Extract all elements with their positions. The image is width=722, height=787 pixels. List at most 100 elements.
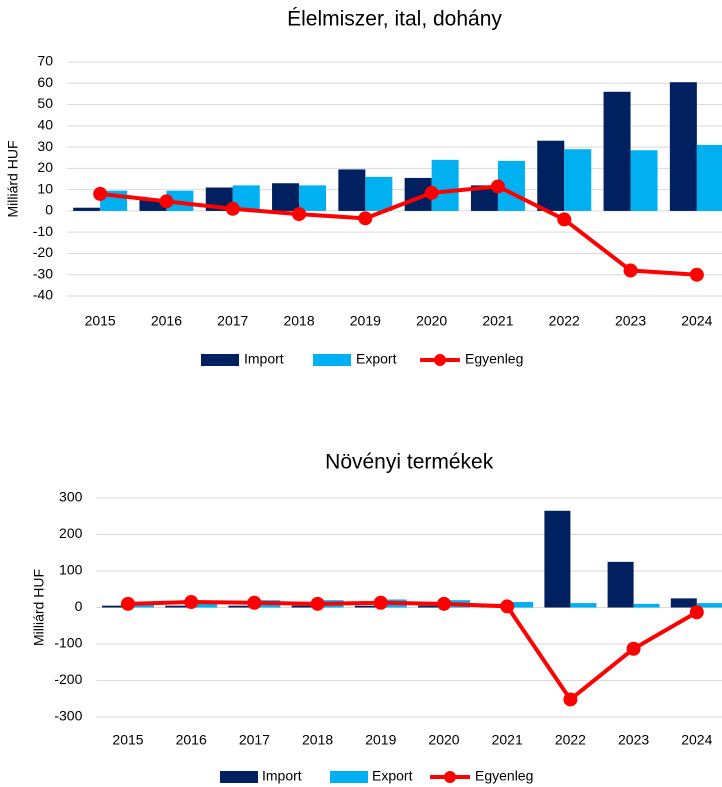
legend-label: Export [356,351,397,367]
chart-title: Élelmiszer, ital, dohány [287,8,502,31]
bar [564,149,592,211]
bar [537,140,565,211]
y-tick-label: 0 [75,598,83,614]
legend-label: Egyenleg [465,351,523,367]
bar [73,207,101,211]
bar [607,561,634,608]
bar [507,602,534,608]
y-tick-label: -40 [33,287,53,303]
line-marker [563,692,578,707]
x-tick-label: 2017 [239,732,270,748]
legend-swatch [330,771,368,783]
line-marker [225,201,240,216]
y-tick-label: -30 [33,265,53,281]
legend-swatch [313,354,351,366]
bar [696,603,722,608]
line-marker [184,595,199,610]
bar [365,176,393,211]
x-tick-label: 2015 [85,313,116,329]
x-tick-label: 2015 [112,732,143,748]
line-marker [93,186,108,201]
y-tick-label: -100 [54,635,82,651]
legend-marker [434,354,446,366]
bar [291,605,318,608]
line-marker [247,595,262,610]
x-tick-label: 2022 [555,732,586,748]
y-tick-label: 0 [45,202,53,218]
x-tick-label: 2016 [151,313,182,329]
line-marker [292,207,307,222]
y-tick-label: -10 [33,223,53,239]
bar [696,144,722,211]
x-tick-label: 2021 [482,313,513,329]
x-tick-label: 2018 [302,732,333,748]
bar [338,169,366,211]
line-marker [121,596,135,611]
y-tick-label: 50 [37,95,53,111]
line-marker [358,211,373,226]
bar [191,602,218,608]
line-marker [310,596,325,611]
legend-swatch [201,354,239,366]
x-tick-label: 2018 [283,313,314,329]
bar [418,605,444,608]
y-tick-label: -300 [54,708,82,724]
x-tick-label: 2024 [681,732,712,748]
bar [630,150,658,211]
line-marker [424,185,439,200]
x-tick-label: 2021 [492,732,523,748]
bar [272,183,300,211]
y-tick-label: 70 [37,53,53,69]
line-marker [689,267,704,282]
x-tick-label: 2024 [681,313,712,329]
y-tick-label: -200 [54,671,82,687]
bar [165,605,192,608]
x-tick-label: 2023 [618,732,649,748]
legend-label: Import [244,351,284,367]
bar [299,185,327,211]
line-marker [373,595,388,610]
y-tick-label: -20 [33,244,53,260]
line-marker [500,599,515,614]
y-tick-label: 20 [37,159,53,175]
y-tick-label: 100 [59,562,83,578]
line [127,600,698,702]
x-tick-label: 2020 [416,313,447,329]
legend-label: Egyenleg [475,768,533,784]
x-tick-label: 2023 [615,313,646,329]
bar [670,598,697,608]
legend-marker [444,771,456,783]
bar [139,200,167,211]
line-marker [159,194,174,209]
bar [102,605,128,608]
x-tick-label: 2017 [217,313,248,329]
line-marker [689,605,704,620]
line-marker [437,596,451,611]
bar [166,190,194,211]
x-tick-label: 2020 [428,732,459,748]
line [99,184,697,277]
x-tick-label: 2019 [350,313,381,329]
y-tick-label: 300 [59,489,83,505]
x-tick-label: 2016 [176,732,207,748]
bar [354,605,381,608]
y-axis-label: Milliárd HUF [31,569,47,646]
y-tick-label: 200 [59,525,83,541]
line-marker [626,641,641,656]
bar [431,159,459,211]
legend-label: Import [262,768,302,784]
y-tick-label: 30 [37,138,53,154]
y-tick-label: 10 [37,180,53,196]
legend-swatch [220,771,258,783]
line-marker [557,212,572,227]
x-tick-label: 2022 [549,313,580,329]
line-marker [490,179,505,194]
bar [228,605,255,608]
bar [669,82,697,211]
bar [633,603,660,608]
x-tick-label: 2019 [365,732,396,748]
line-marker [623,263,638,278]
bar [570,603,597,608]
y-tick-label: 40 [37,117,53,133]
